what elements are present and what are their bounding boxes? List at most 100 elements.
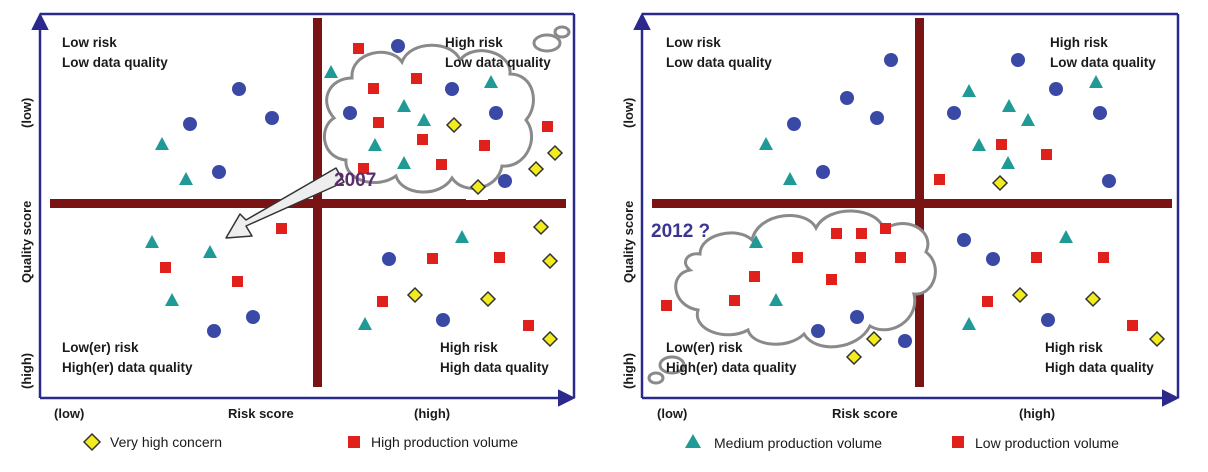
marker-triangle <box>397 156 411 169</box>
marker-square <box>1031 252 1042 263</box>
marker-circle <box>391 39 405 53</box>
marker-square <box>661 300 672 311</box>
marker-circle <box>947 106 961 120</box>
legend-item-high-production: High production volume <box>348 434 518 450</box>
marker-triangle <box>769 293 783 306</box>
marker-circle <box>884 53 898 67</box>
marker-diamond <box>445 116 463 134</box>
legend-label: Medium production volume <box>714 435 882 451</box>
left-q-br-line1: High risk <box>440 340 498 355</box>
marker-circle <box>898 334 912 348</box>
marker-triangle <box>324 65 338 78</box>
right-q-bl-line1: Low(er) risk <box>666 340 743 355</box>
marker-triangle <box>759 137 773 150</box>
marker-circle <box>986 252 1000 266</box>
left-migration-arrow <box>225 167 345 239</box>
marker-square <box>427 253 438 264</box>
marker-triangle <box>155 137 169 150</box>
marker-triangle <box>397 99 411 112</box>
marker-circle <box>232 82 246 96</box>
marker-diamond <box>845 348 863 366</box>
marker-square <box>831 228 842 239</box>
marker-circle <box>246 310 260 324</box>
left-cloud <box>323 25 571 194</box>
marker-diamond <box>991 174 1009 192</box>
marker-square <box>479 140 490 151</box>
marker-square <box>276 223 287 234</box>
left-q-br-line2: High data quality <box>440 360 549 375</box>
right-x-high: (high) <box>1019 406 1055 421</box>
marker-triangle <box>417 113 431 126</box>
marker-circle <box>816 165 830 179</box>
left-y-low: (low) <box>19 98 34 128</box>
marker-square <box>523 320 534 331</box>
right-q-tr-line1: High risk <box>1050 35 1108 50</box>
legend-square-icon <box>348 436 360 448</box>
marker-square <box>895 252 906 263</box>
right-q-tl-line1: Low risk <box>666 35 721 50</box>
right-q-br-line2: High data quality <box>1045 360 1154 375</box>
legend-square-icon <box>952 436 964 448</box>
left-q-tr-line1: High risk <box>445 35 503 50</box>
marker-triangle <box>455 230 469 243</box>
marker-diamond <box>479 290 497 308</box>
right-q-br-line1: High risk <box>1045 340 1103 355</box>
right-cloud <box>647 209 937 385</box>
marker-diamond <box>469 178 487 196</box>
marker-circle <box>207 324 221 338</box>
marker-circle <box>1102 174 1116 188</box>
right-x-low: (low) <box>657 406 687 421</box>
right-q-tl-line2: Low data quality <box>666 55 772 70</box>
marker-diamond <box>865 330 883 348</box>
marker-triangle <box>1059 230 1073 243</box>
marker-square <box>542 121 553 132</box>
marker-diamond <box>527 160 545 178</box>
marker-square <box>856 228 867 239</box>
left-q-tl-line1: Low risk <box>62 35 117 50</box>
marker-square <box>160 262 171 273</box>
marker-triangle <box>1001 156 1015 169</box>
right-y-high: (high) <box>621 353 636 389</box>
marker-square <box>232 276 243 287</box>
marker-triangle <box>1002 99 1016 112</box>
right-q-bl-line2: High(er) data quality <box>666 360 797 375</box>
marker-diamond <box>1084 290 1102 308</box>
marker-circle <box>1049 82 1063 96</box>
left-panel: 2007 Low risk Low data quality High risk… <box>19 12 576 421</box>
marker-circle <box>840 91 854 105</box>
marker-triangle <box>179 172 193 185</box>
left-q-bl-line1: Low(er) risk <box>62 340 139 355</box>
left-y-title: Quality score <box>19 201 34 283</box>
marker-circle <box>1093 106 1107 120</box>
marker-square <box>729 295 740 306</box>
right-markers <box>661 53 1166 366</box>
marker-triangle <box>358 317 372 330</box>
marker-square <box>373 117 384 128</box>
marker-circle <box>1011 53 1025 67</box>
marker-triangle <box>484 75 498 88</box>
marker-square <box>494 252 505 263</box>
marker-circle <box>265 111 279 125</box>
marker-square <box>377 296 388 307</box>
marker-triangle <box>962 317 976 330</box>
marker-triangle <box>749 235 763 248</box>
marker-diamond <box>1011 286 1029 304</box>
marker-square <box>880 223 891 234</box>
marker-square <box>749 271 760 282</box>
right-panel: 2012 ? Low risk Low data quality High ri… <box>621 12 1180 421</box>
marker-square <box>826 274 837 285</box>
left-horizontal-divider <box>50 199 566 208</box>
marker-diamond <box>541 330 559 348</box>
legend-item-low-production: Low production volume <box>952 435 1119 451</box>
marker-square <box>353 43 364 54</box>
left-x-title: Risk score <box>228 406 294 421</box>
marker-circle <box>1041 313 1055 327</box>
right-x-title: Risk score <box>832 406 898 421</box>
marker-square <box>934 174 945 185</box>
left-q-bl-line2: High(er) data quality <box>62 360 193 375</box>
marker-square <box>411 73 422 84</box>
marker-square <box>792 252 803 263</box>
right-year-label: 2012 ? <box>651 221 710 242</box>
